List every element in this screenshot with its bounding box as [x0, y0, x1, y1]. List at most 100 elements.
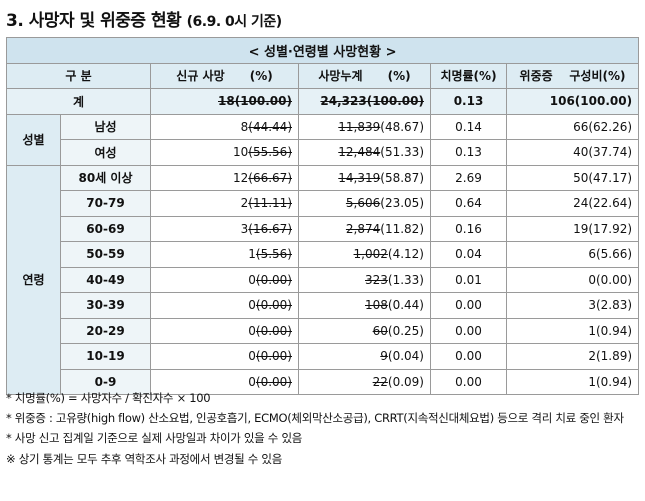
new-deaths-pct: (0.00)	[255, 374, 292, 389]
cumulative-pct: (51.33)	[380, 145, 424, 160]
cumulative-pct: (0.44)	[387, 298, 424, 313]
table-row: 0-9 0(0.00) 22(0.09) 0.00 1(0.94)	[7, 368, 640, 395]
cumulative-pct: (58.87)	[380, 170, 424, 185]
header-new-deaths-label: 신규 사망	[176, 69, 225, 84]
critical-cell: 50(47.17)	[505, 164, 640, 191]
new-deaths-cell: 10(55.56)	[150, 139, 299, 166]
cumulative-cell: 108(0.44)	[298, 292, 431, 319]
table-row: 20-29 0(0.00) 60(0.25) 0.00 1(0.94)	[7, 317, 640, 344]
cumulative-cell: 1,002(4.12)	[298, 241, 431, 268]
cumulative-value: 108	[365, 298, 388, 313]
header-new-deaths: 신규 사망 (%)	[150, 62, 299, 89]
cumulative-cell: 60(0.25)	[298, 317, 431, 344]
header-fatality: 치명률(%)	[430, 62, 507, 89]
fatality-cell: 0.00	[430, 292, 507, 319]
cumulative-value: 1,002	[353, 247, 388, 262]
row-label: 30-39	[60, 292, 151, 319]
cumulative-value: 5,606	[345, 196, 381, 211]
total-label: 계	[6, 88, 151, 115]
cumulative-value: 9	[380, 349, 388, 364]
critical-cell: 1(0.94)	[505, 368, 640, 395]
header-composition: 구성비(%)	[569, 69, 626, 84]
new-deaths-pct: (44.44)	[248, 119, 292, 134]
critical-cell: 19(17.92)	[505, 215, 640, 242]
footnote-reporting: * 사망 신고 집계일 기준으로 실제 사망일과 차이가 있을 수 있음	[6, 431, 303, 445]
new-deaths-value: 8	[240, 119, 249, 134]
cumulative-pct: (0.04)	[387, 349, 424, 364]
cumulative-pct: (4.12)	[387, 247, 424, 262]
title-main: 3. 사망자 및 위중증 현황	[6, 11, 182, 31]
cumulative-cell: 22(0.09)	[298, 368, 431, 395]
title-sub: (6.9. 0시 기준)	[186, 14, 283, 30]
new-deaths-pct: (11.11)	[248, 196, 292, 211]
critical-cell: 66(62.26)	[505, 113, 640, 140]
footnotes: * 치명률(%) = 사망자수 / 확진자수 × 100 * 위중증 : 고유량…	[6, 388, 640, 470]
total-critical: 106(100.00)	[505, 88, 640, 115]
cumulative-pct: (48.67)	[380, 119, 424, 134]
new-deaths-cell: 2(11.11)	[150, 190, 299, 217]
new-deaths-value: 0	[248, 323, 256, 338]
row-label: 남성	[60, 113, 151, 140]
new-deaths-value: 3	[240, 221, 249, 236]
new-deaths-pct: (0.00)	[255, 323, 292, 338]
fatality-cell: 0.64	[430, 190, 507, 217]
table-row: 70-79 2(11.11) 5,606(23.05) 0.64 24(22.64)	[7, 190, 640, 217]
footnote-critical: * 위중증 : 고유량(high flow) 산소요법, 인공호흡기, ECMO…	[6, 411, 624, 425]
new-deaths-pct: (5.56)	[255, 247, 292, 262]
new-deaths-cell: 0(0.00)	[150, 368, 299, 395]
header-new-deaths-pct: (%)	[249, 69, 273, 84]
new-deaths-pct: (0.00)	[255, 298, 292, 313]
cumulative-value: 11,839	[338, 119, 381, 134]
cumulative-value: 14,319	[338, 170, 381, 185]
footnote-subject-to-change: ※ 상기 통계는 모두 추후 역학조사 과정에서 변경될 수 있음	[6, 452, 282, 466]
fatality-cell: 0.14	[430, 113, 507, 140]
header-cumulative-pct: (%)	[387, 69, 411, 84]
row-label: 80세 이상	[60, 164, 151, 191]
new-deaths-cell: 1(5.56)	[150, 241, 299, 268]
new-deaths-cell: 0(0.00)	[150, 343, 299, 370]
total-cum-value: 24,323(100.00)	[320, 94, 424, 109]
total-new-value: 18(100.00)	[218, 94, 292, 109]
table-row: 성별 남성 8(44.44) 11,839(48.67) 0.14 66(62.26)	[6, 113, 640, 166]
new-deaths-value: 0	[248, 298, 256, 313]
new-deaths-value: 10	[233, 145, 249, 160]
row-label: 60-69	[60, 215, 151, 242]
new-deaths-value: 2	[240, 196, 249, 211]
cumulative-pct: (0.09)	[387, 374, 424, 389]
section-title: 3. 사망자 및 위중증 현황 (6.9. 0시 기준)	[6, 6, 282, 31]
cumulative-cell: 2,874(11.82)	[298, 215, 431, 242]
cumulative-value: 22	[372, 374, 388, 389]
new-deaths-cell: 3(16.67)	[150, 215, 299, 242]
table-row: 50-59 1(5.56) 1,002(4.12) 0.04 6(5.66)	[7, 241, 640, 268]
death-statistics-table: < 성별·연령별 사망현황 > 구 분 신규 사망 (%) 사망누계 (%) 치…	[5, 37, 640, 395]
total-cumulative: 24,323(100.00)	[298, 88, 431, 115]
table-row: 40-49 0(0.00) 323(1.33) 0.01 0(0.00)	[7, 266, 640, 293]
total-fatality: 0.13	[430, 88, 507, 115]
new-deaths-value: 0	[248, 272, 256, 287]
row-label: 20-29	[60, 317, 151, 344]
cumulative-cell: 5,606(23.05)	[298, 190, 431, 217]
table-row: 여성 10(55.56) 12,484(51.33) 0.13 40(37.74)	[7, 139, 640, 166]
cumulative-cell: 14,319(58.87)	[298, 164, 431, 191]
row-label: 40-49	[60, 266, 151, 293]
group-sex: 성별	[6, 113, 61, 166]
table-row: 연령 80세 이상 12(66.67) 14,319(58.87) 2.69 50(47.…	[6, 164, 640, 395]
header-critical-label: 위중증	[519, 69, 553, 84]
new-deaths-pct: (0.00)	[255, 272, 292, 287]
new-deaths-value: 12	[233, 170, 249, 185]
critical-cell: 40(37.74)	[505, 139, 640, 166]
new-deaths-cell: 8(44.44)	[150, 113, 299, 140]
critical-cell: 6(5.66)	[505, 241, 640, 268]
critical-cell: 2(1.89)	[505, 343, 640, 370]
row-label: 0-9	[60, 368, 151, 395]
new-deaths-pct: (16.67)	[248, 221, 292, 236]
critical-cell: 0(0.00)	[505, 266, 640, 293]
fatality-cell: 0.04	[430, 241, 507, 268]
critical-cell: 24(22.64)	[505, 190, 640, 217]
new-deaths-pct: (55.56)	[248, 145, 292, 160]
row-label: 50-59	[60, 241, 151, 268]
cumulative-pct: (1.33)	[387, 272, 424, 287]
fatality-cell: 0.00	[430, 317, 507, 344]
row-label: 10-19	[60, 343, 151, 370]
cumulative-value: 2,874	[345, 221, 381, 236]
